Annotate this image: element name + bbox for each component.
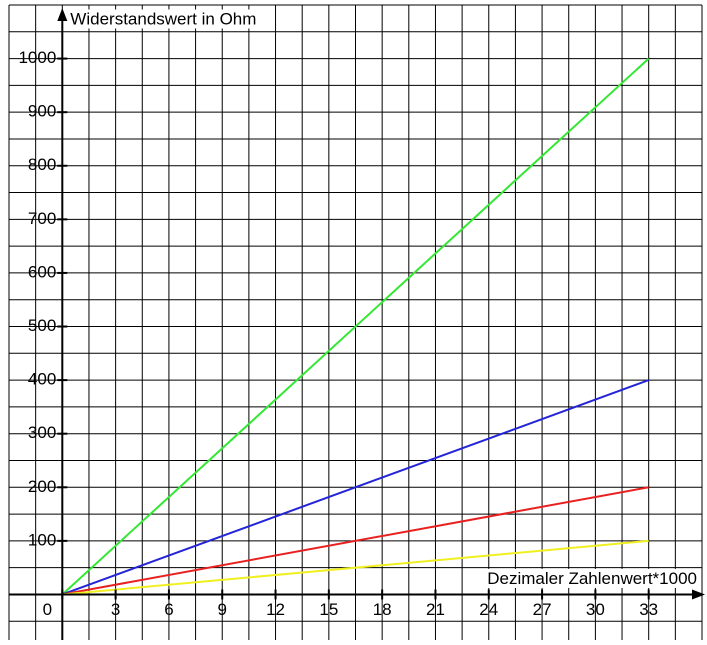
y-tick-label: 700: [28, 209, 56, 228]
y-tick-label: 600: [28, 262, 56, 281]
x-tick-label: 0: [43, 600, 52, 619]
x-tick-label: 21: [426, 600, 445, 619]
y-tick-label: 300: [28, 423, 56, 442]
line-series: [62, 539, 649, 596]
y-tick-label: 900: [28, 102, 56, 121]
plot: [61, 57, 650, 596]
x-tick-label: 12: [266, 600, 285, 619]
line-series: [62, 486, 649, 596]
y-tick-label: 400: [28, 370, 56, 389]
x-axis-title-bg: [485, 568, 699, 588]
y-tick-label: 1000: [18, 48, 56, 67]
line-series: [61, 57, 650, 596]
y-tick-label: 200: [28, 477, 56, 496]
line-series: [61, 379, 650, 596]
y-tick-label: 500: [28, 316, 56, 335]
y-axis-title: Widerstandswert in Ohm: [70, 9, 256, 28]
x-tick-label: 24: [479, 600, 498, 619]
x-tick-label: 18: [373, 600, 392, 619]
y-tick-label: 100: [28, 530, 56, 549]
y-axis-arrow: [57, 8, 68, 21]
x-tick-label: 27: [533, 600, 552, 619]
x-axis-title: Dezimaler Zahlenwert*1000: [487, 569, 697, 588]
x-tick-label: 33: [639, 600, 658, 619]
grid: [8, 4, 703, 640]
x-tick-label: 6: [164, 600, 173, 619]
y-axis-title-bg: [68, 9, 259, 29]
x-tick-label: 9: [217, 600, 226, 619]
x-axis-arrow: [692, 589, 705, 600]
y-tick-label: 800: [28, 155, 56, 174]
x-tick-label: 30: [586, 600, 605, 619]
x-tick-label: 15: [319, 600, 338, 619]
x-tick-label: 3: [111, 600, 120, 619]
axes: 0 3 6 9 12 15 18 21 24 27 30 33 100 200 300 400 500 600 70…: [9, 8, 705, 640]
